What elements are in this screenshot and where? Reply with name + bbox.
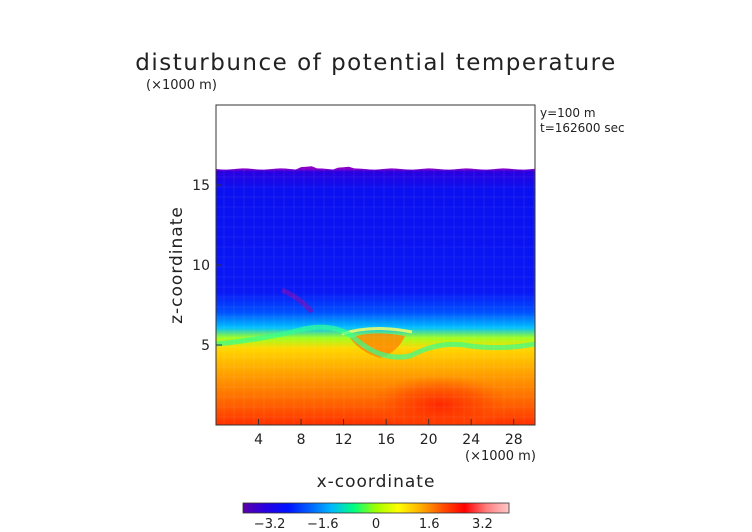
z-tick-label: 5 [201,338,210,354]
annotation-y: y=100 m [540,106,596,120]
cold-streak [280,287,314,314]
colorbar-tick-label: 1.6 [419,517,440,532]
warm-core [370,375,510,425]
x-tick-label: 8 [297,432,306,448]
plot-area [216,105,535,425]
colorbar-gradient [242,502,510,514]
x-axis-label: x-coordinate [317,472,436,492]
z-axis: 5 10 15 [192,178,222,354]
field-texture [216,169,535,425]
colorbar-tick-label: −3.2 [254,517,286,532]
colorbar-tick-label: 0 [372,517,380,532]
x-tick-label: 16 [377,432,395,448]
interface-band [216,324,535,360]
x-axis: 4 8 12 16 20 24 28 [254,419,523,448]
z-tick-label: 15 [192,178,210,194]
x-tick-label: 28 [505,432,523,448]
x-tick-label: 20 [420,432,438,448]
z-axis-label: z-coordinate [167,206,187,324]
colorbar: −3.2 −1.6 0 1.6 3.2 [242,502,510,532]
z-axis-unit: (×1000 m) [146,78,217,93]
x-tick-label: 12 [335,432,353,448]
colorbar-ticks: −3.2 −1.6 0 1.6 3.2 [254,517,493,532]
x-tick-label: 4 [254,432,263,448]
annotation-t: t=162600 sec [540,121,625,135]
colorbar-tick-label: −1.6 [307,517,339,532]
x-axis-unit: (×1000 m) [465,449,536,464]
colorbar-tick-label: 3.2 [472,517,493,532]
field-fill [216,166,535,425]
interface-intrusion [350,333,405,358]
chart-title: disturbunce of potential temperature [135,50,617,76]
z-tick-label: 10 [192,258,210,274]
x-tick-label: 24 [462,432,480,448]
